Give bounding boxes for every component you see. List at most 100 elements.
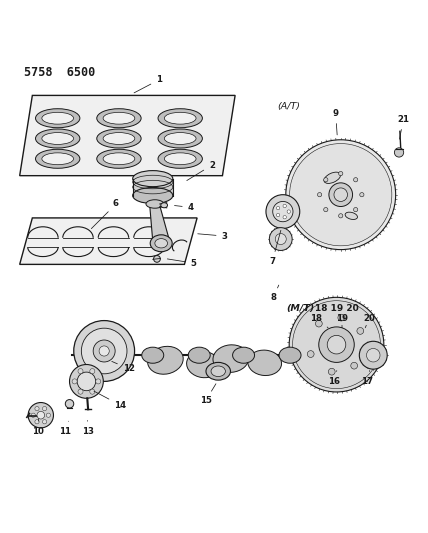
Text: (M/T): (M/T) (287, 304, 315, 313)
Circle shape (269, 228, 292, 251)
Ellipse shape (97, 109, 141, 128)
Ellipse shape (164, 112, 196, 124)
Circle shape (324, 207, 328, 212)
Text: 8: 8 (270, 285, 279, 302)
Ellipse shape (248, 350, 282, 376)
Text: 18: 18 (310, 313, 328, 328)
Ellipse shape (97, 129, 141, 148)
Circle shape (266, 195, 300, 229)
Ellipse shape (36, 149, 80, 168)
Circle shape (351, 362, 357, 369)
Text: 7: 7 (269, 230, 281, 266)
Circle shape (324, 177, 328, 182)
Ellipse shape (36, 109, 80, 128)
Ellipse shape (232, 347, 255, 364)
Ellipse shape (42, 133, 74, 144)
Ellipse shape (42, 153, 74, 165)
Text: 1: 1 (134, 75, 162, 93)
Circle shape (289, 297, 384, 392)
Circle shape (354, 207, 358, 212)
Circle shape (96, 379, 101, 384)
Text: 14: 14 (94, 391, 126, 409)
Ellipse shape (103, 133, 135, 144)
Text: 5: 5 (167, 259, 196, 268)
Ellipse shape (36, 129, 80, 148)
Circle shape (273, 201, 293, 222)
Text: 5758  6500: 5758 6500 (24, 66, 95, 79)
Ellipse shape (161, 203, 167, 208)
Ellipse shape (42, 112, 74, 124)
Text: 20: 20 (363, 313, 375, 328)
Text: 21: 21 (397, 115, 409, 139)
Circle shape (293, 301, 380, 389)
Circle shape (276, 206, 280, 210)
Circle shape (354, 177, 358, 182)
Circle shape (366, 349, 380, 362)
Circle shape (394, 148, 404, 157)
Circle shape (283, 204, 286, 208)
Circle shape (339, 214, 343, 218)
Circle shape (93, 340, 115, 362)
Ellipse shape (324, 172, 341, 183)
Circle shape (42, 407, 47, 411)
Ellipse shape (103, 153, 135, 165)
Ellipse shape (158, 129, 202, 148)
Circle shape (307, 351, 314, 358)
Polygon shape (20, 218, 197, 264)
Circle shape (69, 365, 103, 398)
Ellipse shape (345, 212, 357, 220)
Circle shape (286, 140, 395, 249)
Ellipse shape (103, 112, 135, 124)
Circle shape (360, 341, 387, 369)
Circle shape (287, 210, 291, 213)
Polygon shape (20, 95, 235, 176)
Circle shape (78, 369, 83, 374)
Text: 18 19 20: 18 19 20 (315, 304, 358, 313)
Bar (133, 179, 173, 196)
Circle shape (357, 328, 364, 334)
Ellipse shape (155, 239, 167, 248)
Ellipse shape (211, 366, 226, 376)
Circle shape (72, 379, 77, 384)
Circle shape (99, 346, 109, 356)
Text: 12: 12 (112, 361, 135, 373)
Text: 11: 11 (59, 421, 71, 436)
Ellipse shape (133, 188, 173, 204)
Ellipse shape (213, 345, 249, 373)
Circle shape (154, 255, 160, 262)
Text: 6: 6 (91, 199, 119, 229)
Ellipse shape (164, 133, 196, 144)
Circle shape (28, 402, 54, 428)
Text: 19: 19 (336, 313, 348, 328)
Text: 2: 2 (187, 160, 215, 181)
Text: 9: 9 (333, 109, 339, 135)
Ellipse shape (133, 171, 173, 187)
Ellipse shape (158, 149, 202, 168)
Text: 4: 4 (175, 203, 194, 212)
Circle shape (90, 369, 95, 374)
Text: 3: 3 (198, 231, 228, 240)
Circle shape (338, 314, 345, 321)
Circle shape (31, 413, 35, 417)
Circle shape (328, 368, 335, 375)
Text: 13: 13 (82, 421, 94, 436)
Ellipse shape (148, 346, 183, 374)
Text: 10: 10 (32, 418, 44, 436)
Ellipse shape (164, 153, 196, 165)
Circle shape (74, 320, 134, 382)
Circle shape (78, 389, 83, 394)
Circle shape (46, 413, 51, 417)
Circle shape (90, 389, 95, 394)
Circle shape (360, 192, 364, 197)
Ellipse shape (187, 351, 220, 378)
Circle shape (318, 192, 322, 197)
Circle shape (290, 143, 392, 246)
Text: 15: 15 (199, 384, 216, 405)
Circle shape (276, 213, 280, 217)
Text: 16: 16 (328, 370, 340, 386)
Ellipse shape (158, 109, 202, 128)
Circle shape (339, 172, 343, 176)
Ellipse shape (142, 347, 164, 364)
Circle shape (37, 411, 45, 419)
Circle shape (35, 419, 39, 424)
